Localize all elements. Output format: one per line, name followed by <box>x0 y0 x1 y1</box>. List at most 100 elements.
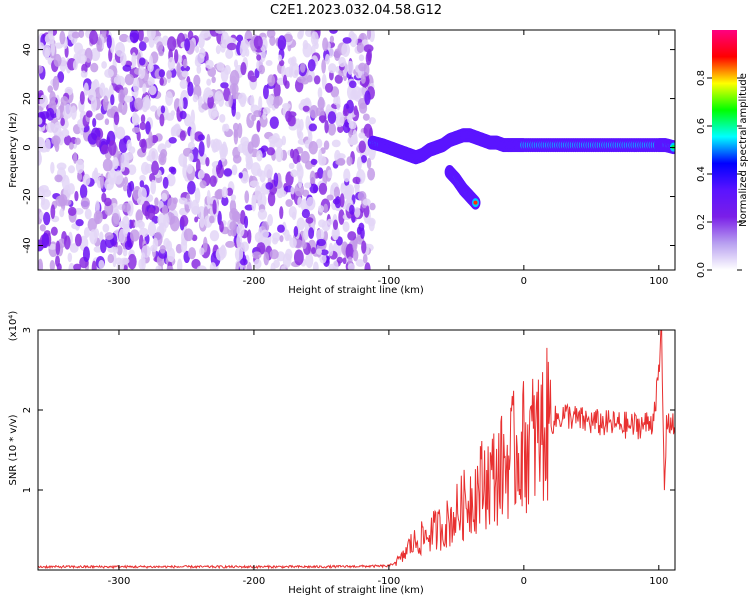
spectrogram-noise-cell <box>79 184 88 199</box>
spectrogram-noise-cell <box>95 136 101 148</box>
spectrogram-noise-cell <box>92 117 97 128</box>
spectrogram-noise-cell <box>307 74 313 83</box>
spectrogram-noise-cell <box>362 198 371 206</box>
spectrogram-noise-cell <box>266 94 275 106</box>
spectrogram-noise-cell <box>301 241 307 250</box>
spectrogram-noise-cell <box>75 218 84 227</box>
spectrogram-noise-cell <box>214 189 223 200</box>
spectrogram-noise-cell <box>318 115 327 122</box>
spectrogram-noise-cell <box>80 197 90 210</box>
spectrogram-noise-cell <box>342 37 352 44</box>
colorbar-label: Normalized spectral amplitude <box>738 73 749 227</box>
spectrogram-noise-cell <box>257 208 268 220</box>
spectrogram-noise-cell <box>96 37 103 52</box>
spectrogram-noise-cell <box>237 122 243 139</box>
spectrogram-noise-cell <box>312 185 318 194</box>
spectrogram-noise-cell <box>358 132 366 139</box>
spectrogram-noise-cell <box>122 249 128 257</box>
spectrogram-noise-cell <box>127 253 137 270</box>
spectrogram-noise-cell <box>38 117 43 125</box>
spectrogram-noise-cell <box>225 48 234 60</box>
spectrogram-noise-cell <box>240 62 247 76</box>
spectrogram-noise-cell <box>123 176 129 186</box>
spectrogram-noise-cell <box>70 105 77 120</box>
spectrogram-noise-cell <box>260 229 269 239</box>
spectrogram-noise-cell <box>273 96 280 109</box>
spectrogram-noise-cell <box>321 58 326 74</box>
colorbar-tick-label: 0.0 <box>696 262 707 278</box>
spectrogram-noise-cell <box>282 74 288 87</box>
spectrogram-noise-cell <box>195 45 200 53</box>
spectrogram-noise-cell <box>321 73 327 90</box>
spectrogram-noise-cell <box>199 30 210 39</box>
spectrogram-noise-cell <box>285 199 293 207</box>
spectrogram-noise-cell <box>162 176 169 189</box>
spectrogram-noise-cell <box>369 202 376 211</box>
spectrogram-noise-cell <box>150 179 157 195</box>
spectrogram-noise-cell <box>256 242 266 255</box>
spectrogram-noise-cell <box>116 245 123 256</box>
spectrogram-noise-cell <box>260 145 269 152</box>
spectrogram-noise-cell <box>246 156 254 170</box>
chart-title: C2E1.2023.032.04.58.G12 <box>270 3 442 18</box>
spectrogram-noise-cell <box>170 110 176 117</box>
spectrogram-noise-cell <box>324 120 329 134</box>
spectrogram-noise-cell <box>79 90 85 105</box>
spectrogram-noise-cell <box>178 153 188 167</box>
spectrogram-noise-cell <box>56 108 61 119</box>
spectrogram-noise-cell <box>115 126 126 140</box>
spectrogram-noise-cell <box>140 252 146 267</box>
spectrogram-noise-cell <box>316 238 326 247</box>
spectrogram-noise-cell <box>43 211 51 226</box>
spectrogram-noise-cell <box>318 219 326 228</box>
spectrogram-noise-cell <box>266 147 276 156</box>
spectrogram-noise-cell <box>332 227 339 241</box>
spectrogram-noise-cell <box>95 200 100 213</box>
spectrogram-noise-cell <box>358 54 365 62</box>
spectrogram-noise-cell <box>290 56 297 67</box>
spectrogram-noise-cell <box>119 257 130 265</box>
spectrogram-noise-cell <box>136 130 141 142</box>
spectrogram-noise-cell <box>346 156 353 166</box>
spectrogram-noise-cell <box>343 168 351 183</box>
spectrogram-data <box>38 30 675 270</box>
spectrogram-noise-cell <box>269 35 276 46</box>
spectrogram-x-tick-label: -100 <box>378 276 401 287</box>
spectrogram-noise-cell <box>207 66 217 78</box>
spectrogram-noise-cell <box>137 30 144 42</box>
spectrogram-noise-cell <box>220 43 226 53</box>
colorbar-gradient <box>712 30 737 270</box>
spectrogram-noise-cell <box>288 162 295 170</box>
spectrogram-noise-cell <box>181 70 189 78</box>
spectrogram-noise-cell <box>233 211 241 223</box>
spectrogram-noise-cell <box>279 59 285 67</box>
spectrogram-x-tick-label: 100 <box>649 276 668 287</box>
spectrogram-noise-cell <box>188 152 194 162</box>
spectrogram-noise-cell <box>39 184 49 193</box>
spectrogram-noise-cell <box>290 169 298 178</box>
spectrogram-noise-cell <box>292 148 300 164</box>
spectrogram-noise-cell <box>79 122 84 136</box>
spectrogram-noise-cell <box>199 180 207 189</box>
snr-axes: -300 -200 -100 0 100 1 2 3 <box>22 327 675 587</box>
spectrogram-noise-cell <box>347 263 356 270</box>
spectrogram-noise-cell <box>128 180 135 192</box>
spectrogram-noise-cell <box>221 196 229 207</box>
spectrogram-noise-cell <box>319 253 327 264</box>
spectrogram-noise-cell <box>363 123 373 138</box>
spectrogram-noise-cell <box>99 173 105 190</box>
spectrogram-noise-cell <box>38 65 44 74</box>
spectrogram-noise-cell <box>159 77 164 86</box>
spectrogram-noise-cell <box>349 33 358 48</box>
spectrogram-x-tick-label: -200 <box>243 276 266 287</box>
spectrogram-noise-cell <box>367 167 376 181</box>
spectrogram-noise-cell <box>74 233 82 247</box>
spectrogram-noise-cell <box>368 117 376 125</box>
spectrogram-noise-cell <box>234 246 244 262</box>
spectrogram-noise-cell <box>256 54 262 61</box>
spectrogram-noise-cell <box>264 164 274 179</box>
spectrogram-noise-cell <box>198 141 205 157</box>
spectrogram-noise-cell <box>329 30 338 34</box>
spectrogram-frame <box>37 29 676 271</box>
